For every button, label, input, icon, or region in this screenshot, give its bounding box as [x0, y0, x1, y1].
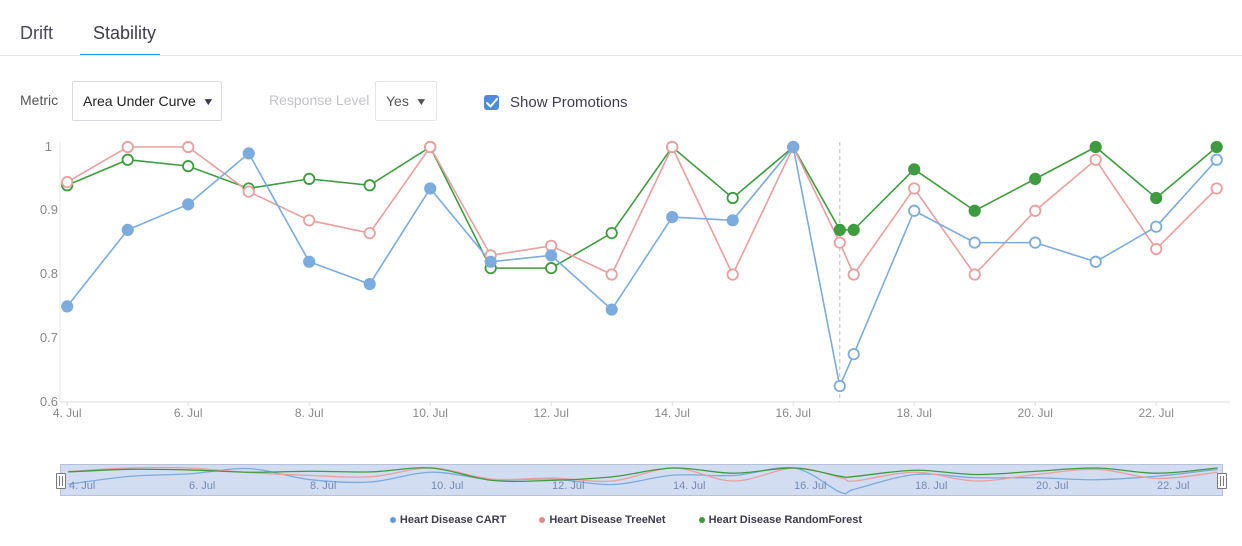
svg-text:1: 1 — [45, 140, 52, 154]
svg-text:0.9: 0.9 — [40, 202, 58, 217]
svg-text:16. Jul: 16. Jul — [776, 406, 811, 420]
svg-text:14. Jul: 14. Jul — [655, 406, 690, 420]
svg-text:4. Jul: 4. Jul — [53, 406, 82, 420]
svg-text:8. Jul: 8. Jul — [295, 406, 324, 420]
svg-text:0.8: 0.8 — [40, 266, 58, 281]
svg-text:10. Jul: 10. Jul — [413, 406, 448, 420]
svg-text:6. Jul: 6. Jul — [174, 406, 203, 420]
svg-text:0.7: 0.7 — [40, 330, 58, 345]
svg-text:20. Jul: 20. Jul — [1018, 406, 1053, 420]
svg-text:22. Jul: 22. Jul — [1139, 406, 1174, 420]
svg-text:18. Jul: 18. Jul — [897, 406, 932, 420]
svg-text:12. Jul: 12. Jul — [534, 406, 569, 420]
